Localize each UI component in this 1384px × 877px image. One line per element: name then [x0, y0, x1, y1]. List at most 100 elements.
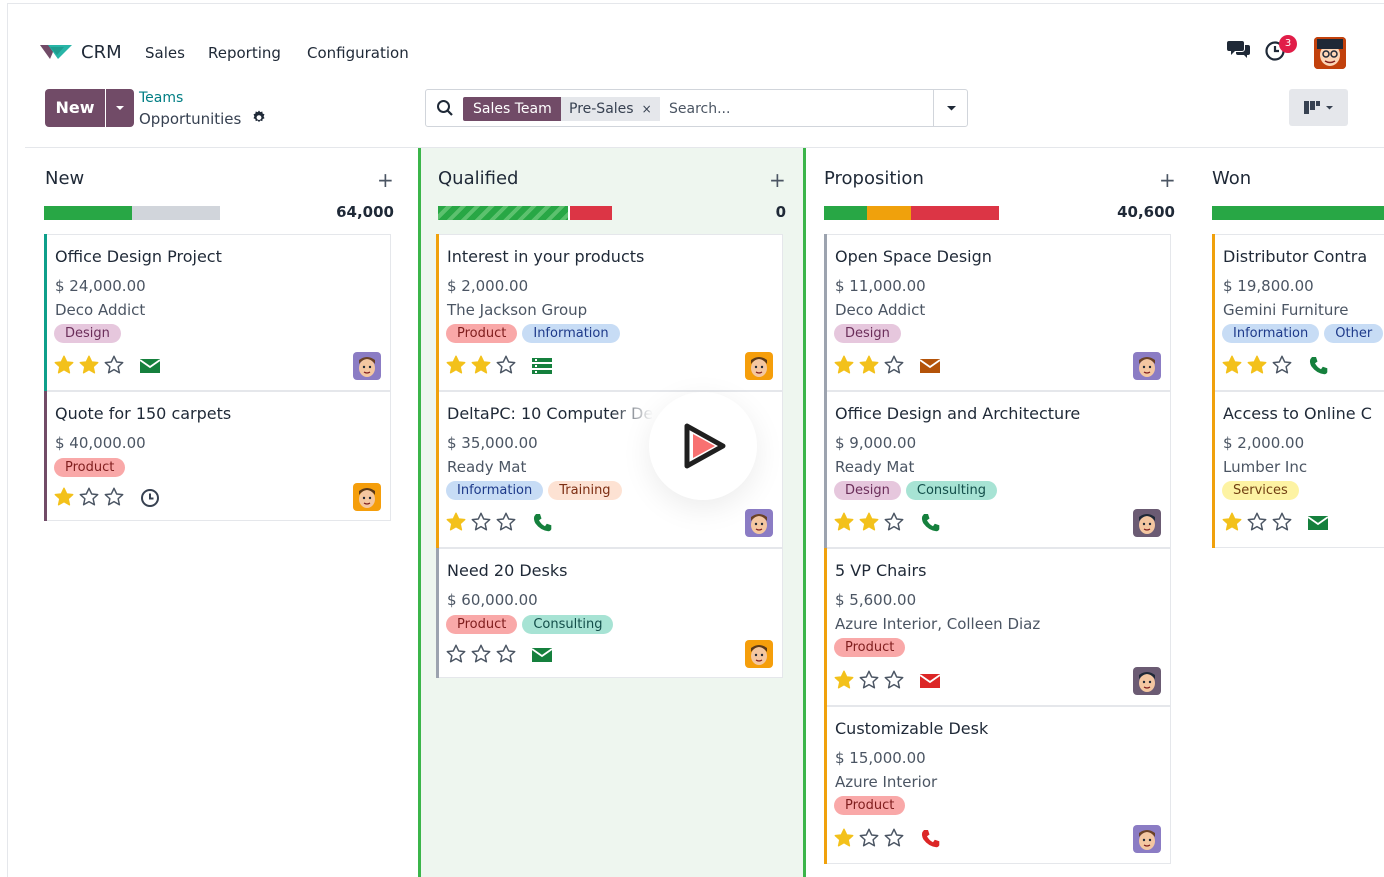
- list-icon[interactable]: [531, 355, 553, 377]
- star-empty-icon[interactable]: [858, 669, 880, 691]
- star-filled-icon[interactable]: [833, 511, 855, 533]
- opportunity-card[interactable]: Distributor Contra $ 19,800.00 Gemini Fu…: [1212, 234, 1384, 391]
- salesperson-avatar[interactable]: [1133, 352, 1161, 380]
- new-button[interactable]: New: [45, 89, 105, 127]
- column-progress-bar[interactable]: [824, 206, 999, 220]
- column-add-button[interactable]: +: [377, 168, 394, 192]
- column-progress-bar[interactable]: [44, 206, 220, 220]
- column-add-button[interactable]: +: [1159, 168, 1176, 192]
- priority-stars[interactable]: [53, 486, 125, 508]
- opportunity-card[interactable]: Open Space Design $ 11,000.00 Deco Addic…: [824, 234, 1171, 391]
- star-filled-icon[interactable]: [833, 354, 855, 376]
- chat-icon[interactable]: [1227, 37, 1251, 61]
- gear-icon[interactable]: [251, 110, 267, 126]
- priority-stars[interactable]: [445, 511, 517, 533]
- crm-logo-icon[interactable]: [39, 42, 73, 62]
- priority-stars[interactable]: [445, 643, 517, 665]
- star-filled-icon[interactable]: [445, 354, 467, 376]
- opportunity-card[interactable]: Office Design and Architecture $ 9,000.0…: [824, 391, 1171, 548]
- progress-segment-green[interactable]: [824, 206, 867, 220]
- envelope-icon[interactable]: [531, 644, 553, 666]
- star-empty-icon[interactable]: [470, 643, 492, 665]
- star-empty-icon[interactable]: [78, 486, 100, 508]
- priority-stars[interactable]: [833, 669, 905, 691]
- star-empty-icon[interactable]: [883, 669, 905, 691]
- opportunity-card[interactable]: Access to Online C $ 2,000.00 Lumber Inc…: [1212, 391, 1384, 548]
- opportunity-card[interactable]: Office Design Project $ 24,000.00 Deco A…: [44, 234, 391, 391]
- column-add-button[interactable]: +: [769, 168, 786, 192]
- menu-reporting[interactable]: Reporting: [208, 44, 281, 62]
- video-play-button[interactable]: [649, 392, 757, 500]
- opportunity-card[interactable]: Interest in your products $ 2,000.00 The…: [436, 234, 783, 391]
- view-switcher-button[interactable]: [1289, 89, 1348, 126]
- envelope-icon[interactable]: [1307, 512, 1329, 534]
- progress-segment-red[interactable]: [570, 206, 612, 220]
- salesperson-avatar[interactable]: [1133, 509, 1161, 537]
- opportunity-card[interactable]: Quote for 150 carpets $ 40,000.00 Produc…: [44, 391, 391, 521]
- user-avatar[interactable]: [1314, 37, 1346, 69]
- clock-icon[interactable]: [139, 487, 161, 509]
- search-input[interactable]: [669, 97, 929, 121]
- star-filled-icon[interactable]: [78, 354, 100, 376]
- star-filled-icon[interactable]: [833, 669, 855, 691]
- star-filled-icon[interactable]: [470, 354, 492, 376]
- star-empty-icon[interactable]: [495, 354, 517, 376]
- star-empty-icon[interactable]: [103, 354, 125, 376]
- menu-configuration[interactable]: Configuration: [307, 44, 409, 62]
- phone-icon[interactable]: [919, 512, 941, 534]
- opportunity-card[interactable]: Customizable Desk $ 15,000.00 Azure Inte…: [824, 706, 1171, 864]
- salesperson-avatar[interactable]: [745, 509, 773, 537]
- breadcrumb-teams[interactable]: Teams: [139, 90, 184, 106]
- priority-stars[interactable]: [445, 354, 517, 376]
- salesperson-avatar[interactable]: [353, 352, 381, 380]
- star-filled-icon[interactable]: [1221, 511, 1243, 533]
- app-name[interactable]: CRM: [81, 42, 122, 63]
- star-empty-icon[interactable]: [495, 643, 517, 665]
- phone-icon[interactable]: [1307, 355, 1329, 377]
- priority-stars[interactable]: [1221, 354, 1293, 376]
- priority-stars[interactable]: [833, 511, 905, 533]
- column-progress-bar[interactable]: [438, 206, 612, 220]
- star-empty-icon[interactable]: [858, 827, 880, 849]
- priority-stars[interactable]: [53, 354, 125, 376]
- star-filled-icon[interactable]: [858, 511, 880, 533]
- star-empty-icon[interactable]: [470, 511, 492, 533]
- star-filled-icon[interactable]: [445, 511, 467, 533]
- phone-icon[interactable]: [531, 512, 553, 534]
- progress-segment-green[interactable]: [1212, 206, 1384, 220]
- opportunity-card[interactable]: 5 VP Chairs $ 5,600.00 Azure Interior, C…: [824, 548, 1171, 706]
- new-dropdown-button[interactable]: [106, 89, 134, 127]
- star-filled-icon[interactable]: [1221, 354, 1243, 376]
- star-empty-icon[interactable]: [883, 511, 905, 533]
- star-empty-icon[interactable]: [883, 827, 905, 849]
- priority-stars[interactable]: [833, 354, 905, 376]
- phone-icon[interactable]: [919, 828, 941, 850]
- envelope-icon[interactable]: [919, 670, 941, 692]
- priority-stars[interactable]: [1221, 511, 1293, 533]
- star-filled-icon[interactable]: [1246, 354, 1268, 376]
- search-icon[interactable]: [436, 99, 454, 117]
- star-filled-icon[interactable]: [833, 827, 855, 849]
- salesperson-avatar[interactable]: [353, 483, 381, 511]
- star-filled-icon[interactable]: [53, 354, 75, 376]
- star-filled-icon[interactable]: [858, 354, 880, 376]
- star-empty-icon[interactable]: [445, 643, 467, 665]
- salesperson-avatar[interactable]: [1133, 825, 1161, 853]
- star-filled-icon[interactable]: [53, 486, 75, 508]
- opportunity-card[interactable]: Need 20 Desks $ 60,000.00 Product Consul…: [436, 548, 783, 678]
- progress-segment-green[interactable]: [44, 206, 132, 220]
- column-progress-bar[interactable]: [1212, 206, 1384, 220]
- search-options-toggle[interactable]: [933, 90, 967, 126]
- star-empty-icon[interactable]: [883, 354, 905, 376]
- progress-segment-orange[interactable]: [867, 206, 911, 220]
- star-empty-icon[interactable]: [495, 511, 517, 533]
- star-empty-icon[interactable]: [103, 486, 125, 508]
- progress-segment-red[interactable]: [911, 206, 999, 220]
- envelope-icon[interactable]: [139, 355, 161, 377]
- star-empty-icon[interactable]: [1271, 511, 1293, 533]
- facet-remove-icon[interactable]: ×: [641, 102, 652, 116]
- salesperson-avatar[interactable]: [745, 640, 773, 668]
- menu-sales[interactable]: Sales: [145, 44, 185, 62]
- progress-segment-green[interactable]: [438, 206, 568, 220]
- star-empty-icon[interactable]: [1246, 511, 1268, 533]
